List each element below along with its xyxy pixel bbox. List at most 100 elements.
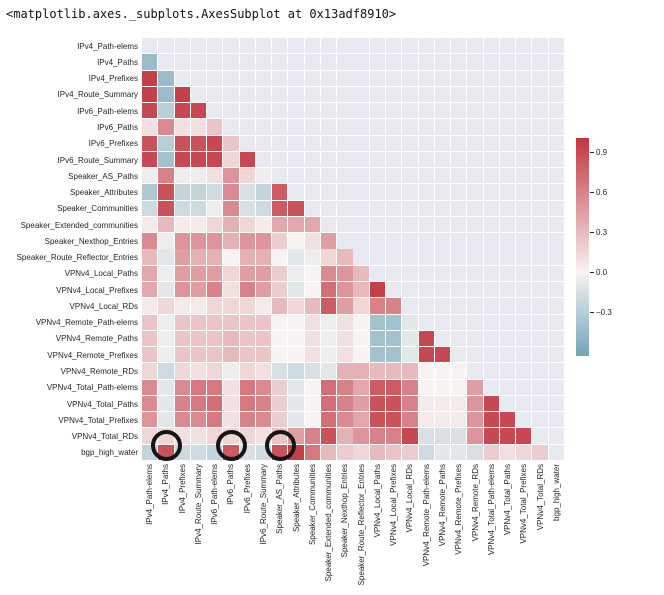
heatmap-cell [548,54,565,70]
heatmap-cell [174,86,190,103]
heatmap-cell [499,265,516,282]
heatmap-cell [418,330,434,347]
heatmap-cell [158,54,174,70]
heatmap-cell [337,86,353,103]
heatmap-cell [272,412,288,428]
heatmap-cell [434,412,451,428]
heatmap-cell [434,86,451,103]
heatmap-cell [337,233,353,249]
heatmap-cell [353,119,369,135]
heatmap-cell [288,347,304,363]
heatmap-cell [386,151,402,168]
heatmap-cell [418,38,434,54]
heatmap-cell [337,363,353,379]
x-tick-label: VPNv4_Local_Paths [372,464,382,538]
heatmap-cell [402,265,418,282]
y-tick-label: VPNv4_Remote_RDs [60,367,138,376]
heatmap-cell [516,119,532,135]
heatmap-cell [142,168,158,184]
x-tick-label: VPNv4_Total_Prefixes [519,464,529,544]
x-tick-label: VPNv4_Total_RDs [535,464,545,531]
heatmap-cell [532,282,548,298]
heatmap-cell [142,135,158,151]
heatmap-cell [483,184,499,200]
heatmap-cell [548,265,565,282]
heatmap-cell [223,151,239,168]
heatmap-cell [337,412,353,428]
y-tick-label: IPv4_Paths [97,57,138,67]
heatmap-cell [532,103,548,119]
heatmap-cell [499,38,516,54]
x-tick-label: VPNv4_Remote_RDs [470,464,480,542]
heatmap-cell [337,168,353,184]
heatmap-cell [142,395,158,412]
heatmap-cell [223,379,239,395]
heatmap-cell [386,395,402,412]
heatmap-cell [174,119,190,135]
heatmap-cell [402,103,418,119]
heatmap-cell [451,428,467,444]
heatmap-cell [402,233,418,249]
heatmap-cell [434,265,451,282]
heatmap-cell [386,54,402,70]
heatmap-cell [499,216,516,233]
heatmap-cell [158,363,174,379]
heatmap-cell [467,151,483,168]
heatmap-cell [174,151,190,168]
heatmap-cell [353,444,369,461]
heatmap-cell [386,265,402,282]
heatmap-cell [499,86,516,103]
y-tick-label: Speaker_AS_Paths [68,171,138,181]
heatmap-cell [304,119,320,135]
heatmap-cell [386,428,402,444]
heatmap-cell [353,330,369,347]
heatmap-cell [499,347,516,363]
heatmap-cell [288,265,304,282]
heatmap-cell [190,412,207,428]
heatmap-cell [272,151,288,168]
heatmap-cell [223,70,239,86]
heatmap-cell [304,200,320,216]
heatmap-cell [190,151,207,168]
heatmap-cell [386,168,402,184]
heatmap-cell [532,265,548,282]
heatmap-cell [174,249,190,265]
heatmap-cell [158,412,174,428]
heatmap-cell [434,428,451,444]
heatmap-cell [369,216,386,233]
heatmap-cell [190,216,207,233]
heatmap-cell [337,379,353,395]
heatmap-cell [272,103,288,119]
heatmap-cell [320,363,337,379]
heatmap-cell [532,200,548,216]
heatmap-cell [239,70,255,86]
heatmap-cell [369,38,386,54]
heatmap-cell [320,379,337,395]
heatmap-cell [337,249,353,265]
heatmap-cell [467,184,483,200]
heatmap-cell [239,347,255,363]
heatmap-cell [288,70,304,86]
heatmap-cell [320,428,337,444]
heatmap-cell [386,282,402,298]
heatmap-cell [190,347,207,363]
heatmap-cell [369,444,386,461]
heatmap-cell [207,70,223,86]
heatmap-cell [402,347,418,363]
heatmap-cell [548,298,565,314]
heatmap-cell [353,135,369,151]
heatmap-cell [288,412,304,428]
heatmap-cell [304,395,320,412]
heatmap-cell [142,119,158,135]
heatmap-cell [499,135,516,151]
y-tick-label: IPv6_Route_Summary [57,155,138,165]
heatmap-cell [434,314,451,330]
heatmap-cell [288,363,304,379]
heatmap-cell [353,428,369,444]
heatmap-cell [207,103,223,119]
colorbar-tick-mark [590,231,594,233]
x-tick-label: IPv6_Prefixes [242,464,252,514]
heatmap-cell [207,412,223,428]
heatmap-cell [288,249,304,265]
